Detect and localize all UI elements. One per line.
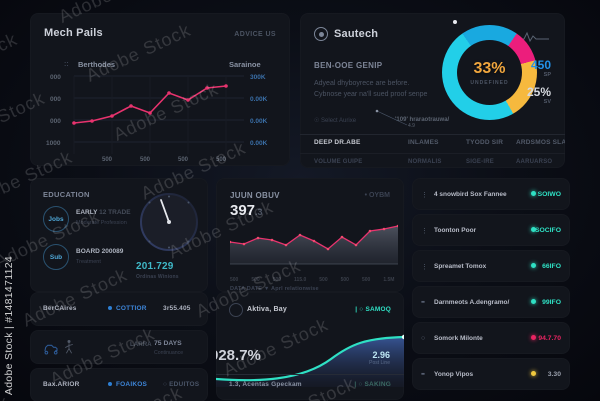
- svg-text:000: 000: [50, 96, 61, 103]
- svg-text:::: ::: [64, 61, 69, 68]
- svg-text:500: 500: [102, 157, 113, 163]
- svg-text:0.00K: 0.00K: [250, 140, 268, 147]
- svg-text:Berthodes: Berthodes: [78, 60, 115, 69]
- svg-text:1000: 1000: [46, 140, 61, 147]
- svg-text:500: 500: [178, 157, 189, 163]
- svg-text:000: 000: [50, 118, 61, 125]
- svg-text:500: 500: [216, 157, 227, 163]
- svg-text:0.00K: 0.00K: [250, 96, 268, 103]
- svg-text:300K: 300K: [250, 74, 266, 81]
- svg-text:4.975: 4.975: [408, 123, 415, 129]
- svg-text:000: 000: [50, 74, 61, 81]
- svg-text:Sarainoe: Sarainoe: [229, 60, 261, 69]
- svg-text:0.00K: 0.00K: [250, 118, 268, 125]
- svg-text:500: 500: [140, 157, 151, 163]
